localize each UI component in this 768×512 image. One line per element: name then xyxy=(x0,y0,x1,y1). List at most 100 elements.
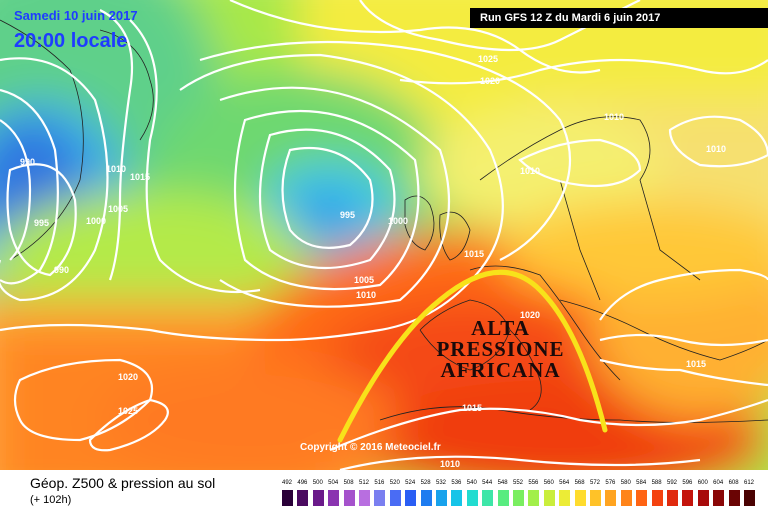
scale-label: 544 xyxy=(482,480,493,486)
forecast-local-time: 20:00 locale xyxy=(14,30,128,52)
scale-label: 600 xyxy=(697,480,708,486)
isobar-label: 1000 xyxy=(388,216,408,226)
scale-swatch xyxy=(682,490,694,506)
scale-label: 608 xyxy=(728,480,739,486)
scale-swatch xyxy=(374,490,386,506)
isobar-label: 990 xyxy=(54,265,69,275)
scale-label: 508 xyxy=(343,480,354,486)
scale-label: 580 xyxy=(620,480,631,486)
isobar-label: 995 xyxy=(34,218,49,228)
scale-swatch xyxy=(574,490,586,506)
scale-label: 572 xyxy=(589,480,600,486)
scale-label: 540 xyxy=(466,480,477,486)
scale-label: 548 xyxy=(497,480,508,486)
isobar-label: 1005 xyxy=(108,204,128,214)
scale-swatch xyxy=(420,490,432,506)
isobar-label: 1020 xyxy=(520,310,540,320)
scale-swatch xyxy=(405,490,417,506)
isobar-label: 1025 xyxy=(478,54,498,64)
scale-label: 512 xyxy=(358,480,369,486)
scale-label: 500 xyxy=(312,480,323,486)
scale-swatch xyxy=(466,490,478,506)
scale-label: 504 xyxy=(328,480,339,486)
scale-label: 556 xyxy=(528,480,539,486)
isobar-label: 1005 xyxy=(354,275,374,285)
scale-label: 532 xyxy=(435,480,446,486)
isobar-label: 1010 xyxy=(706,144,726,154)
scale-swatch xyxy=(359,490,370,506)
scale-swatch xyxy=(528,490,540,506)
scale-label: 604 xyxy=(713,480,724,486)
scale-label: 492 xyxy=(281,480,292,486)
scale-swatch xyxy=(651,490,663,506)
forecast-date: Samedi 10 juin 2017 xyxy=(14,8,138,23)
copyright-notice: Copyright © 2016 Meteociel.fr xyxy=(300,442,441,453)
scale-swatch xyxy=(497,490,509,506)
scale-swatch xyxy=(667,490,678,506)
isobar-label: 1010 xyxy=(356,290,376,300)
isobars xyxy=(0,0,768,470)
scale-label: 520 xyxy=(389,480,400,486)
scale-swatch xyxy=(713,490,725,506)
ridge-axis-arc xyxy=(337,269,608,443)
annotation-text: ALTA PRESSIONE AFRICANA xyxy=(428,318,573,381)
isobar-label: 1010 xyxy=(520,166,540,176)
scale-swatch xyxy=(636,490,648,506)
isobar-label: 1020 xyxy=(118,372,138,382)
isobar-label: 990 xyxy=(20,157,35,167)
forecast-lead-time: (+ 102h) xyxy=(30,494,72,506)
scale-label: 592 xyxy=(666,480,677,486)
scale-swatch xyxy=(389,490,401,506)
scale-swatch xyxy=(559,490,571,506)
scale-swatch xyxy=(297,490,309,506)
scale-swatch xyxy=(328,490,340,506)
annotation-line-1: ALTA xyxy=(471,316,530,340)
isobar-value-labels: 990 995 990 1010 1015 1005 1000 995 1000… xyxy=(20,54,726,469)
isobar-label: 995 xyxy=(340,210,355,220)
model-run-label: Run GFS 12 Z du Mardi 6 juin 2017 xyxy=(470,8,768,28)
scale-label: 516 xyxy=(374,480,385,486)
scale-label: 588 xyxy=(651,480,662,486)
scale-swatch xyxy=(744,490,755,506)
isobar-label: 1020 xyxy=(480,76,500,86)
color-scale-labels: 492 496 500 504 508 512 516 520 524 528 532 536 540 5… xyxy=(281,480,754,489)
scale-swatch xyxy=(282,490,293,506)
scale-swatch xyxy=(697,490,709,506)
isobar-label: 1000 xyxy=(86,216,106,226)
geopotential-map: 990 995 990 1010 1015 1005 1000 995 1000… xyxy=(0,0,768,470)
isobar-label: 1010 xyxy=(604,112,624,122)
scale-swatch xyxy=(451,490,463,506)
scale-swatch xyxy=(436,490,447,506)
scale-label: 596 xyxy=(682,480,693,486)
scale-label: 496 xyxy=(297,480,308,486)
scale-label: 584 xyxy=(636,480,647,486)
scale-label: 560 xyxy=(543,480,554,486)
scale-label: 576 xyxy=(605,480,616,486)
isobar-label: 1015 xyxy=(130,172,150,182)
isobar-label: 1025 xyxy=(118,406,138,416)
isobar-label: 1015 xyxy=(686,359,706,369)
scale-swatch xyxy=(543,490,555,506)
scale-label: 536 xyxy=(451,480,462,486)
scale-swatch xyxy=(312,490,324,506)
scale-label: 524 xyxy=(405,480,416,486)
scale-swatch xyxy=(590,490,601,506)
isobar-label: 1015 xyxy=(462,403,482,413)
coastlines xyxy=(0,19,768,423)
scale-label: 612 xyxy=(743,480,754,486)
color-scale-bar xyxy=(282,490,755,506)
scale-label: 552 xyxy=(512,480,523,486)
scale-label: 564 xyxy=(559,480,570,486)
scale-swatch xyxy=(513,490,524,506)
scale-swatch xyxy=(620,490,632,506)
annotation-line-2: PRESSIONE xyxy=(436,337,565,361)
map-title: Géop. Z500 & pression au sol xyxy=(30,475,216,491)
annotation-line-3: AFRICANA xyxy=(440,358,561,382)
scale-label: 568 xyxy=(574,480,585,486)
isobar-label: 1010 xyxy=(440,459,460,469)
scale-swatch xyxy=(605,490,617,506)
scale-swatch xyxy=(482,490,494,506)
scale-label: 528 xyxy=(420,480,431,486)
isobar-label: 1010 xyxy=(106,164,126,174)
